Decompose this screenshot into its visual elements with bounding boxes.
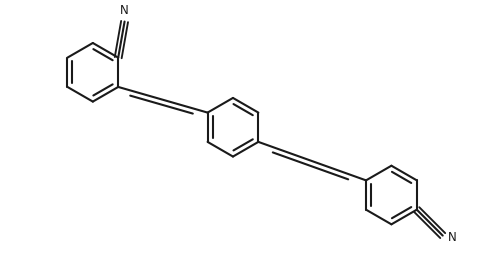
Text: N: N [120,4,129,18]
Text: N: N [448,231,457,244]
